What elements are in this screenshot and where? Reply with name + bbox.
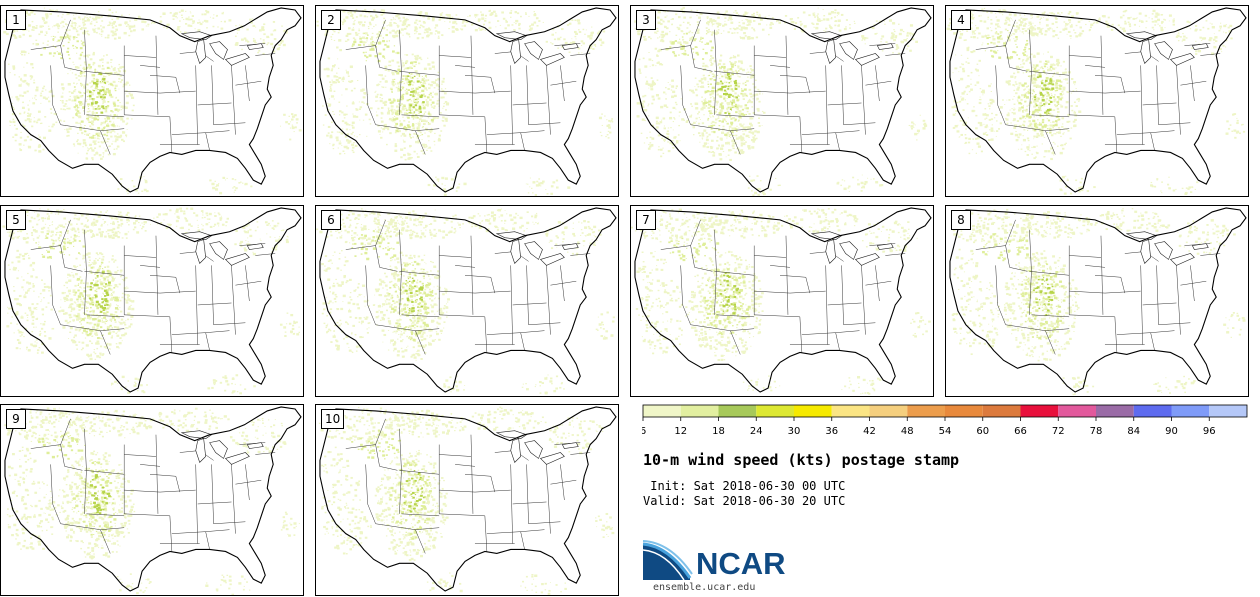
colorbar-tick-label: 12 (674, 426, 687, 437)
us-map (631, 207, 932, 395)
colorbar-swatch (1020, 405, 1059, 417)
us-map (949, 207, 1247, 396)
colorbar-tick-label: 6 (642, 426, 646, 437)
member-label: 6 (321, 210, 341, 230)
ensemble-member-panel: 2 (315, 5, 619, 197)
colorbar-tick-label: 66 (1014, 426, 1027, 437)
ensemble-member-panel: 3 (630, 5, 934, 197)
member-label: 1 (6, 10, 26, 30)
colorbar-tick-label: 42 (863, 426, 876, 437)
colorbar-swatch (756, 405, 794, 417)
ensemble-member-panel: 7 (630, 205, 934, 397)
ensemble-member-panel: 8 (945, 205, 1249, 397)
colorbar-swatch (1133, 405, 1172, 417)
colorbar-tick-label: 54 (939, 426, 952, 437)
ensemble-member-panel: 10 (315, 404, 619, 596)
colorbar-tick-label: 72 (1052, 426, 1065, 437)
colorbar-tick-label: 78 (1090, 426, 1103, 437)
colorbar-tick-label: 48 (901, 426, 914, 437)
valid-time: Valid: Sat 2018-06-30 20 UTC (643, 494, 846, 508)
colorbar-tick-label: 24 (750, 426, 763, 437)
colorbar-swatch (1058, 405, 1096, 417)
ensemble-member-panel: 5 (0, 205, 304, 397)
ensemble-member-panel: 1 (0, 5, 304, 197)
colorbar-swatch (680, 405, 719, 417)
init-time: Init: Sat 2018-06-30 00 UTC (643, 479, 846, 493)
colorbar-swatch (907, 405, 945, 417)
colorbar-tick-label: 84 (1127, 426, 1140, 437)
us-map (4, 406, 302, 595)
colorbar-tick-label: 60 (976, 426, 989, 437)
us-map (3, 7, 302, 195)
colorbar-swatch (643, 405, 681, 417)
member-label: 7 (636, 210, 656, 230)
member-label: 10 (321, 409, 345, 429)
colorbar-swatch (1096, 405, 1134, 417)
member-label: 5 (6, 210, 26, 230)
us-map (316, 207, 617, 395)
colorbar-swatch (945, 405, 983, 417)
ensemble-member-panel: 6 (315, 205, 619, 397)
ncar-logo-icon (642, 540, 693, 581)
colorbar-swatch (831, 405, 870, 417)
member-label: 9 (6, 409, 26, 429)
ensemble-member-panel: 9 (0, 404, 304, 596)
member-label: 4 (951, 10, 971, 30)
colorbar-swatch (1209, 405, 1247, 417)
ensemble-member-panel: 4 (945, 5, 1249, 197)
colorbar-tick-label: 96 (1203, 426, 1216, 437)
colorbar-swatch (869, 405, 908, 417)
colorbar-tick-label: 30 (788, 426, 801, 437)
member-label: 3 (636, 10, 656, 30)
colorbar-tick-label: 18 (712, 426, 725, 437)
us-map (2, 207, 302, 395)
colorbar-tick-label: 36 (825, 426, 838, 437)
colorbar-swatch (982, 405, 1021, 417)
logo-url: ensemble.ucar.edu (653, 582, 756, 593)
us-map (318, 406, 617, 595)
colorbar-tick-label: 90 (1165, 426, 1178, 437)
member-label: 2 (321, 10, 341, 30)
us-map (316, 7, 617, 196)
colorbar-legend: 6 12 18 24 30 36 42 48 54 60 66 72 78 84 90 96 (642, 404, 1248, 437)
us-map (634, 6, 932, 196)
colorbar-swatch (1171, 405, 1210, 417)
us-map (946, 7, 1247, 196)
logo-name: NCAR (696, 546, 786, 581)
member-label: 8 (951, 210, 971, 230)
colorbar-swatch (794, 405, 832, 417)
figure-title: 10-m wind speed (kts) postage stamp (643, 451, 960, 469)
colorbar-swatch (718, 405, 757, 417)
